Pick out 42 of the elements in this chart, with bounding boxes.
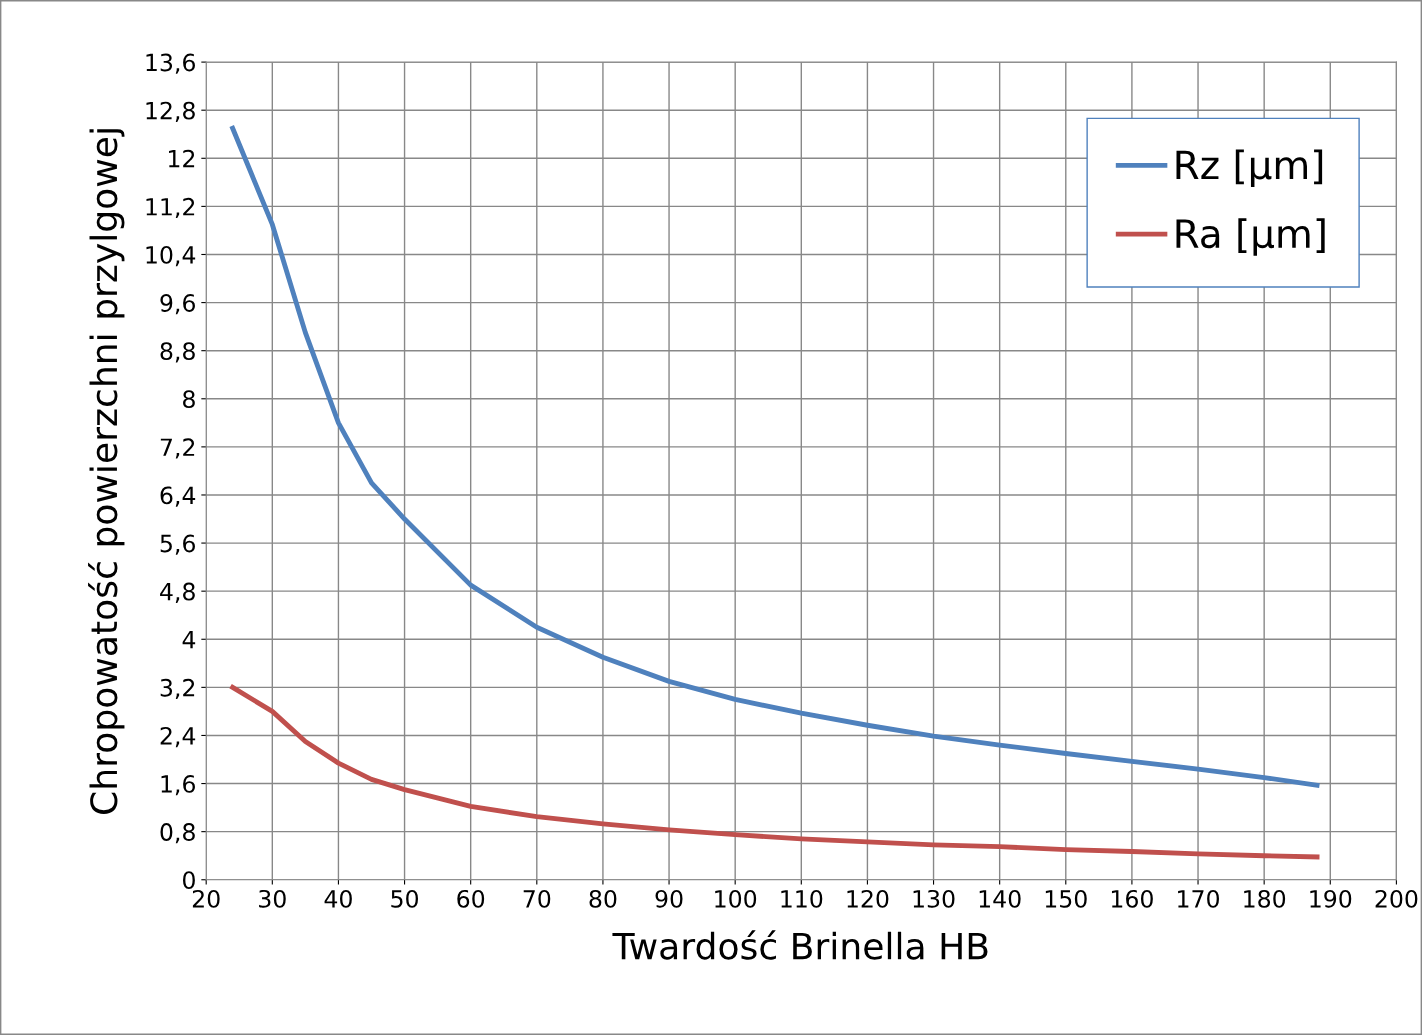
x-tick-label: 160 xyxy=(1111,889,1153,908)
x-tick-label: 80 xyxy=(589,889,617,908)
line-series xyxy=(230,684,1320,860)
y-tick-label: 4,8 xyxy=(160,582,195,603)
y-tick-label: 8,8 xyxy=(160,342,195,363)
y-tick-label: 10,4 xyxy=(146,245,196,267)
y-tick-label: 1,6 xyxy=(161,775,195,796)
y-axis-title: Chropowatość powierzchni przylgowej xyxy=(88,129,125,814)
y-tick-label: 2,4 xyxy=(160,726,196,748)
x-tick-label: 200 xyxy=(1375,889,1418,908)
x-tick-label: 130 xyxy=(913,889,955,908)
legend-label: Rz [µm] xyxy=(1176,149,1323,188)
y-tick-label: 3,2 xyxy=(160,678,195,700)
x-tick-label: 140 xyxy=(979,889,1021,908)
x-tick-label: 50 xyxy=(391,889,419,908)
x-tick-label: 110 xyxy=(781,889,823,908)
y-tick-label: 11,2 xyxy=(146,197,195,219)
x-tick-label: 20 xyxy=(192,889,220,908)
x-tick-label: 70 xyxy=(523,889,551,908)
x-tick-label: 90 xyxy=(655,889,683,908)
y-tick-label: 8 xyxy=(183,390,195,409)
y-tick-label: 7,2 xyxy=(160,438,195,459)
x-tick-label: 60 xyxy=(457,889,485,908)
x-axis-title: Twardość Brinella HB xyxy=(612,930,988,960)
x-tick-label: 100 xyxy=(715,889,757,908)
x-tick-label: 120 xyxy=(847,889,889,908)
legend-label: Ra [µm] xyxy=(1176,218,1325,256)
x-tick-label: 40 xyxy=(324,889,352,908)
y-tick-label: 5,6 xyxy=(160,534,195,555)
y-tick-label: 12 xyxy=(169,149,195,168)
x-tick-label: 170 xyxy=(1178,889,1219,908)
x-tick-label: 190 xyxy=(1310,889,1352,908)
x-tick-label: 180 xyxy=(1244,889,1286,908)
y-tick-label: 6,4 xyxy=(160,486,196,507)
y-tick-label: 0 xyxy=(183,871,195,890)
y-tick-label: 9,6 xyxy=(160,294,195,315)
x-tick-label: 30 xyxy=(259,889,286,908)
y-tick-label: 13,6 xyxy=(146,53,195,74)
y-tick-label: 0,8 xyxy=(160,823,195,844)
x-tick-label: 150 xyxy=(1045,889,1087,908)
y-tick-label: 4 xyxy=(182,631,196,649)
y-tick-label: 12,8 xyxy=(146,101,195,122)
